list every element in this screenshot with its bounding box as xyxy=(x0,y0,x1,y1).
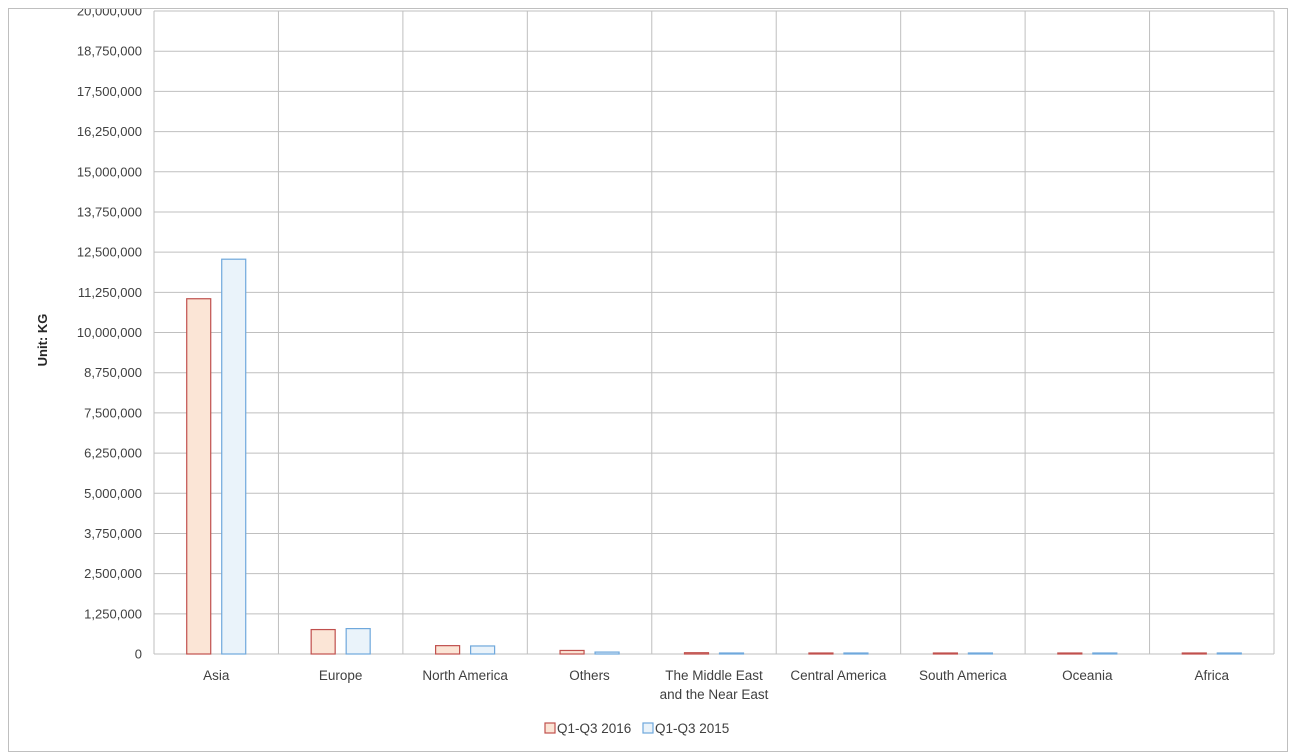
bar xyxy=(968,653,992,654)
y-tick-label: 6,250,000 xyxy=(84,446,142,461)
bar xyxy=(809,653,833,654)
bar xyxy=(1093,653,1117,654)
legend-swatch xyxy=(545,723,555,733)
legend: Q1-Q3 2016 Q1-Q3 2015 xyxy=(545,721,729,736)
y-tick-label: 12,500,000 xyxy=(77,245,142,260)
x-tick-label: The Middle East and the Near East xyxy=(660,668,769,702)
y-tick-label: 17,500,000 xyxy=(77,84,142,99)
bar xyxy=(311,630,335,654)
bars xyxy=(187,259,1242,654)
y-tick-label: 10,000,000 xyxy=(77,325,142,340)
y-tick-label: 7,500,000 xyxy=(84,405,142,420)
bar xyxy=(685,653,709,654)
bar xyxy=(1058,653,1082,654)
bar xyxy=(471,646,495,654)
y-tick-label: 20,000,000 xyxy=(77,9,142,19)
bar xyxy=(933,653,957,654)
bar xyxy=(346,629,370,654)
x-tick-label: Others xyxy=(569,668,610,683)
bar xyxy=(436,646,460,654)
y-tick-label: 15,000,000 xyxy=(77,164,142,179)
bar xyxy=(560,650,584,654)
x-tick-label: Europe xyxy=(319,668,363,683)
y-tick-label: 1,250,000 xyxy=(84,606,142,621)
y-tick-label: 16,250,000 xyxy=(77,124,142,139)
y-axis-label: Unit: KG xyxy=(35,314,50,367)
legend-label: Q1-Q3 2016 xyxy=(557,721,631,736)
x-tick-label: North America xyxy=(422,668,508,683)
x-axis-labels: Asia Europe North America Others The Middle … xyxy=(203,668,1229,702)
legend-label: Q1-Q3 2015 xyxy=(655,721,729,736)
x-tick-label: Central America xyxy=(790,668,887,683)
y-tick-label: 18,750,000 xyxy=(77,44,142,59)
bar-chart: 0 1,250,000 2,500,000 3,750,000 5,000,000 6,2… xyxy=(9,9,1289,753)
bar xyxy=(187,299,211,654)
y-tick-label: 5,000,000 xyxy=(84,486,142,501)
x-tick-label: Africa xyxy=(1195,668,1230,683)
legend-swatch xyxy=(643,723,653,733)
y-axis-ticks: 0 1,250,000 2,500,000 3,750,000 5,000,000 6,2… xyxy=(77,9,142,662)
bar xyxy=(1217,653,1241,654)
bar xyxy=(720,653,744,654)
bar xyxy=(1182,653,1206,654)
x-tick-label: South America xyxy=(919,668,1007,683)
y-tick-label: 11,250,000 xyxy=(78,285,142,300)
bar xyxy=(844,653,868,654)
x-tick-label: Asia xyxy=(203,668,230,683)
y-tick-label: 2,500,000 xyxy=(84,566,142,581)
bar xyxy=(595,652,619,654)
bar xyxy=(222,259,246,654)
y-tick-label: 8,750,000 xyxy=(84,365,142,380)
x-tick-label: Oceania xyxy=(1062,668,1113,683)
chart-frame: 0 1,250,000 2,500,000 3,750,000 5,000,000 6,2… xyxy=(8,8,1288,752)
y-tick-label: 13,750,000 xyxy=(77,204,142,219)
y-tick-label: 0 xyxy=(135,647,142,662)
y-tick-label: 3,750,000 xyxy=(84,526,142,541)
gridlines xyxy=(154,11,1274,654)
